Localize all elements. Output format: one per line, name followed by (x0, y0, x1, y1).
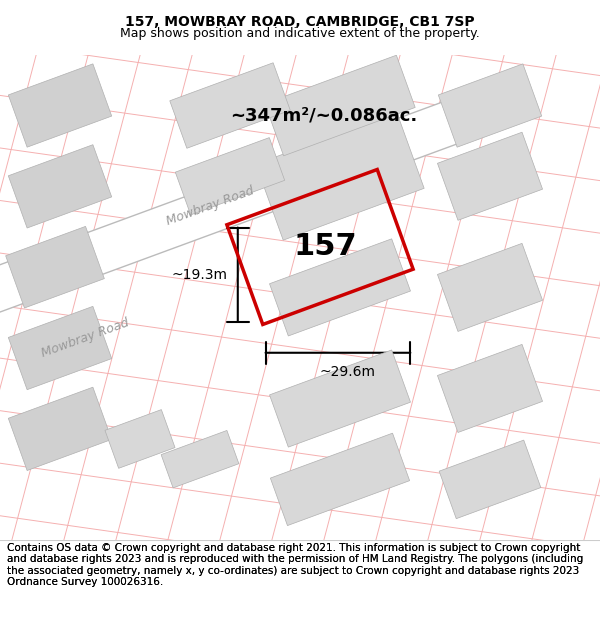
Polygon shape (8, 145, 112, 228)
Polygon shape (8, 306, 112, 389)
Polygon shape (5, 226, 104, 308)
Polygon shape (8, 64, 112, 147)
Text: Contains OS data © Crown copyright and database right 2021. This information is : Contains OS data © Crown copyright and d… (7, 542, 583, 588)
Polygon shape (161, 431, 239, 488)
Polygon shape (437, 344, 542, 432)
Polygon shape (437, 243, 542, 331)
Text: ~347m²/~0.086ac.: ~347m²/~0.086ac. (230, 107, 417, 124)
Polygon shape (175, 138, 284, 215)
Polygon shape (439, 440, 541, 519)
Text: 157, MOWBRAY ROAD, CAMBRIDGE, CB1 7SP: 157, MOWBRAY ROAD, CAMBRIDGE, CB1 7SP (125, 16, 475, 29)
Polygon shape (256, 112, 424, 240)
Polygon shape (0, 92, 484, 341)
Text: Mowbray Road: Mowbray Road (164, 184, 256, 229)
Polygon shape (269, 350, 410, 447)
Polygon shape (271, 433, 410, 526)
Polygon shape (265, 55, 415, 156)
Polygon shape (439, 64, 542, 147)
Text: Contains OS data © Crown copyright and database right 2021. This information is : Contains OS data © Crown copyright and d… (7, 542, 583, 588)
Text: Mowbray Road: Mowbray Road (40, 316, 131, 360)
Polygon shape (269, 239, 410, 336)
Polygon shape (105, 409, 175, 468)
Text: Map shows position and indicative extent of the property.: Map shows position and indicative extent… (120, 27, 480, 39)
Text: ~29.6m: ~29.6m (320, 365, 376, 379)
Polygon shape (8, 388, 112, 471)
Text: 157: 157 (293, 232, 357, 261)
Text: ~19.3m: ~19.3m (172, 268, 228, 282)
Polygon shape (437, 132, 542, 220)
Polygon shape (170, 62, 290, 148)
